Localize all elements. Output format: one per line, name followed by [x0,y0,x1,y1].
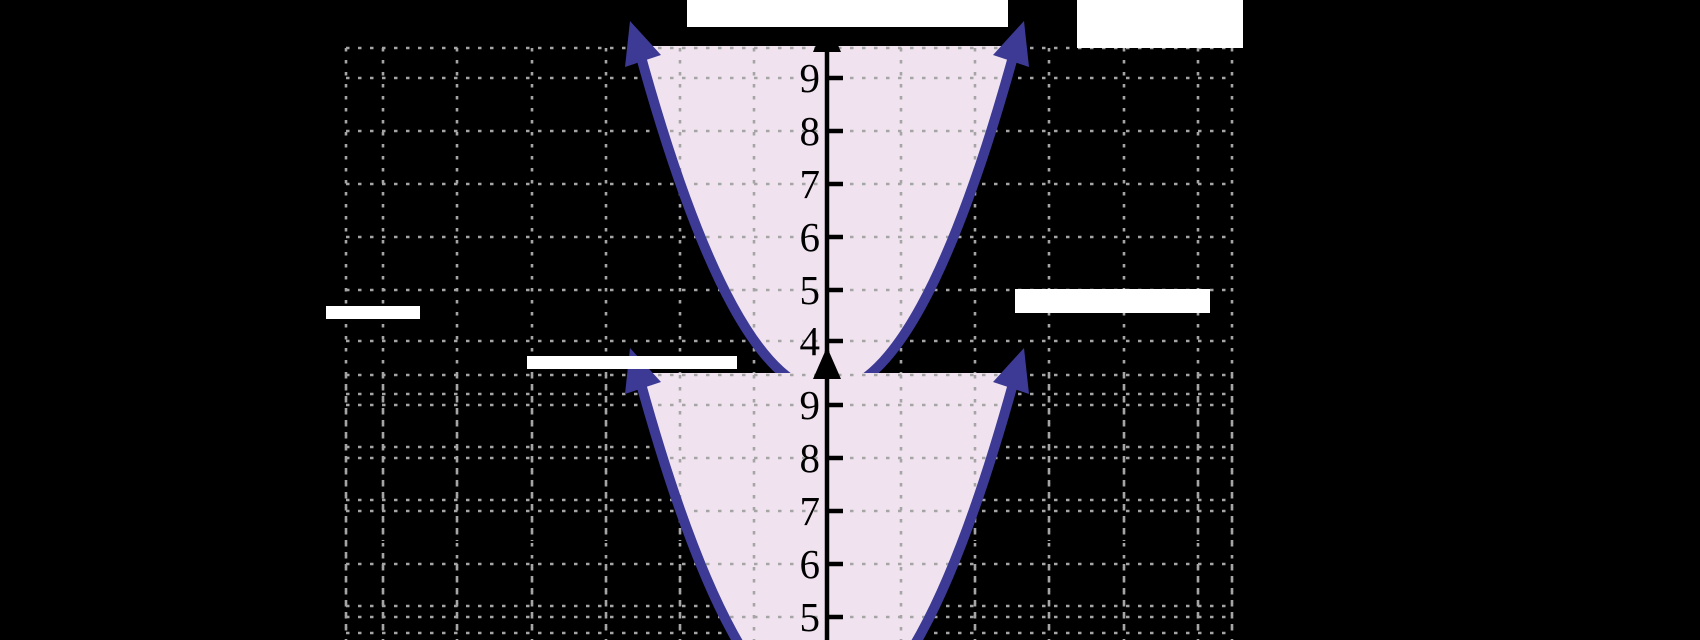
white-patch-left [326,306,420,319]
figure-bottom-parabola: 987654321−1−11 [344,347,1234,640]
y-axis-label: 4 [800,318,821,364]
dashed-grid [344,373,1234,640]
parabola-right-arrowhead [993,348,1029,394]
white-patch-top-center [687,0,1008,27]
y-axis-label: 8 [800,435,821,481]
y-axis-label: 6 [800,214,821,260]
dashed-grid [344,46,1234,635]
y-axis-label: 8 [800,108,821,154]
y-axis-label: 9 [800,55,821,101]
x-axis-right-arrowhead [1242,542,1266,564]
white-patch-top-right [1077,0,1243,48]
parabola-curve [633,371,1021,640]
x-axis-left-arrowhead [388,542,412,564]
white-patch-right [1015,289,1210,313]
y-axis-label: 9 [800,382,821,428]
axes [824,351,830,640]
y-axis-up-arrowhead [813,20,841,52]
axis-labels: 987654321−1−11 [800,382,821,640]
y-axis-label: 5 [800,267,821,313]
white-patch-mid-left [527,356,737,369]
y-axis-label: 7 [800,161,821,207]
y-axis-label: 7 [800,488,821,534]
tick-marks [827,402,843,620]
y-axis-label: 6 [800,541,821,587]
y-axis-up-arrowhead [813,347,841,379]
parabola-right-arrowhead [993,21,1029,67]
y-axis-label: 5 [800,594,821,640]
parabola-left-arrowhead [625,21,661,67]
